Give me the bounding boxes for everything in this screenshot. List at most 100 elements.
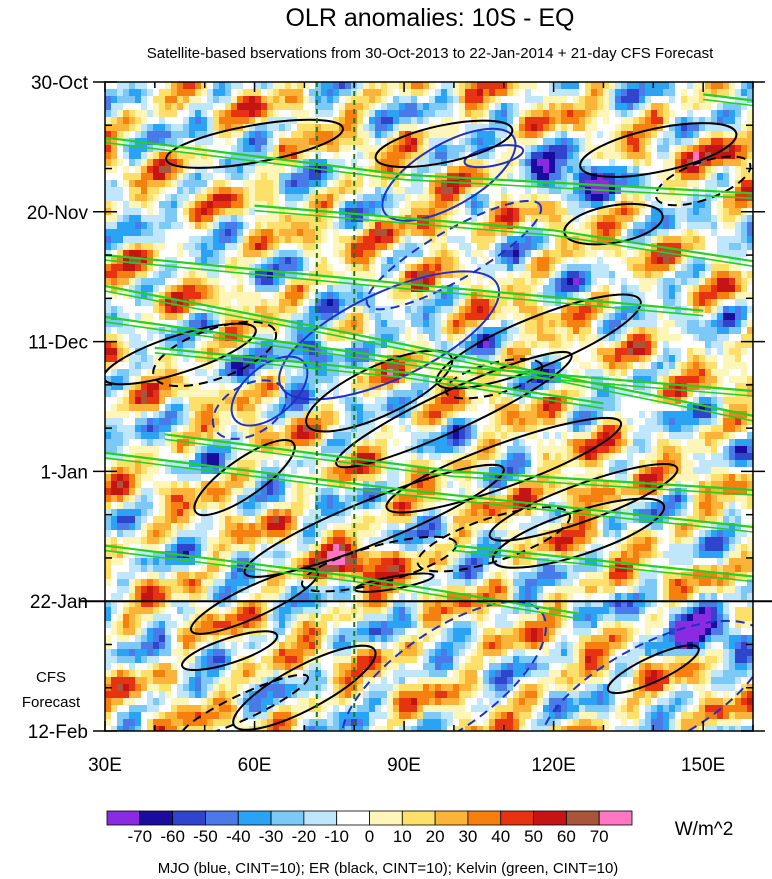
heat-cell	[105, 229, 112, 237]
heat-cell	[345, 96, 352, 104]
heat-cell	[657, 187, 664, 195]
heat-cell	[159, 292, 166, 300]
heat-cell	[345, 285, 352, 293]
heat-cell	[291, 376, 298, 384]
heat-cell	[693, 145, 700, 153]
heat-cell	[573, 89, 580, 97]
heat-cell	[507, 383, 514, 391]
heat-cell	[243, 278, 250, 286]
heat-cell	[507, 327, 514, 335]
heat-cell	[405, 187, 412, 195]
heat-cell	[369, 103, 376, 111]
heat-cell	[603, 369, 610, 377]
heat-cell	[183, 166, 190, 174]
heat-cell	[399, 103, 406, 111]
heat-cell	[633, 131, 640, 139]
heat-cell	[525, 320, 532, 328]
heat-cell	[105, 187, 112, 195]
heat-cell	[339, 243, 346, 251]
heat-cell	[267, 229, 274, 237]
heat-cell	[555, 285, 562, 293]
heat-cell	[513, 145, 520, 153]
heat-cell	[405, 257, 412, 265]
heat-cell	[489, 341, 496, 349]
heat-cell	[621, 355, 628, 363]
heat-cell	[399, 271, 406, 279]
heat-cell	[567, 166, 574, 174]
heat-cell	[675, 313, 682, 321]
heat-cell	[579, 320, 586, 328]
heat-cell	[501, 173, 508, 181]
heat-cell	[255, 327, 262, 335]
heat-cell	[225, 117, 232, 125]
heat-cell	[165, 131, 172, 139]
heat-cell	[111, 327, 118, 335]
heat-cell	[747, 278, 753, 286]
heat-cell	[567, 285, 574, 293]
heat-cell	[471, 131, 478, 139]
heat-cell	[711, 201, 718, 209]
heat-cell	[651, 82, 658, 90]
heat-cell	[609, 124, 616, 132]
heat-cell	[303, 229, 310, 237]
heat-cell	[471, 173, 478, 181]
heat-cell	[303, 313, 310, 321]
heat-cell	[585, 334, 592, 342]
heat-cell	[513, 236, 520, 244]
heat-cell	[735, 152, 742, 160]
heat-cell	[159, 376, 166, 384]
heat-cell	[315, 390, 322, 398]
heat-cell	[129, 201, 136, 209]
heat-cell	[105, 96, 112, 104]
heat-cell	[711, 152, 718, 160]
heat-cell	[135, 194, 142, 202]
heat-cell	[741, 320, 748, 328]
heat-cell	[417, 103, 424, 111]
heat-cell	[171, 138, 178, 146]
heat-cell	[165, 152, 172, 160]
heat-cell	[747, 292, 753, 300]
heat-cell	[279, 208, 286, 216]
heat-cell	[603, 222, 610, 230]
heat-cell	[663, 327, 670, 335]
heat-cell	[375, 152, 382, 160]
heat-cell	[255, 299, 262, 307]
heat-cell	[591, 229, 598, 237]
heat-cell	[699, 278, 706, 286]
heat-cell	[597, 131, 604, 139]
heat-cell	[207, 369, 214, 377]
heat-cell	[597, 320, 604, 328]
heat-cell	[147, 355, 154, 363]
heat-cell	[153, 397, 160, 405]
heat-cell	[489, 159, 496, 167]
heat-cell	[615, 362, 622, 370]
heat-cell	[219, 243, 226, 251]
heat-cell	[117, 159, 124, 167]
heat-cell	[183, 124, 190, 132]
heat-cell	[681, 96, 688, 104]
heat-cell	[369, 124, 376, 132]
heat-cell	[189, 215, 196, 223]
heat-cell	[231, 362, 238, 370]
heat-cell	[735, 159, 742, 167]
heat-cell	[291, 278, 298, 286]
heat-cell	[681, 138, 688, 146]
heat-cell	[747, 145, 753, 153]
heat-cell	[177, 145, 184, 153]
heat-cell	[513, 194, 520, 202]
heat-cell	[597, 341, 604, 349]
heat-cell	[513, 250, 520, 258]
heat-cell	[471, 257, 478, 265]
heat-cell	[555, 159, 562, 167]
heat-cell	[495, 180, 502, 188]
heat-cell	[321, 187, 328, 195]
heat-cell	[123, 355, 130, 363]
heat-cell	[165, 320, 172, 328]
heat-cell	[567, 376, 574, 384]
heat-cell	[543, 145, 550, 153]
heat-cell	[273, 110, 280, 118]
heat-cell	[603, 145, 610, 153]
heat-cell	[555, 138, 562, 146]
heat-cell	[393, 194, 400, 202]
heat-cell	[147, 187, 154, 195]
